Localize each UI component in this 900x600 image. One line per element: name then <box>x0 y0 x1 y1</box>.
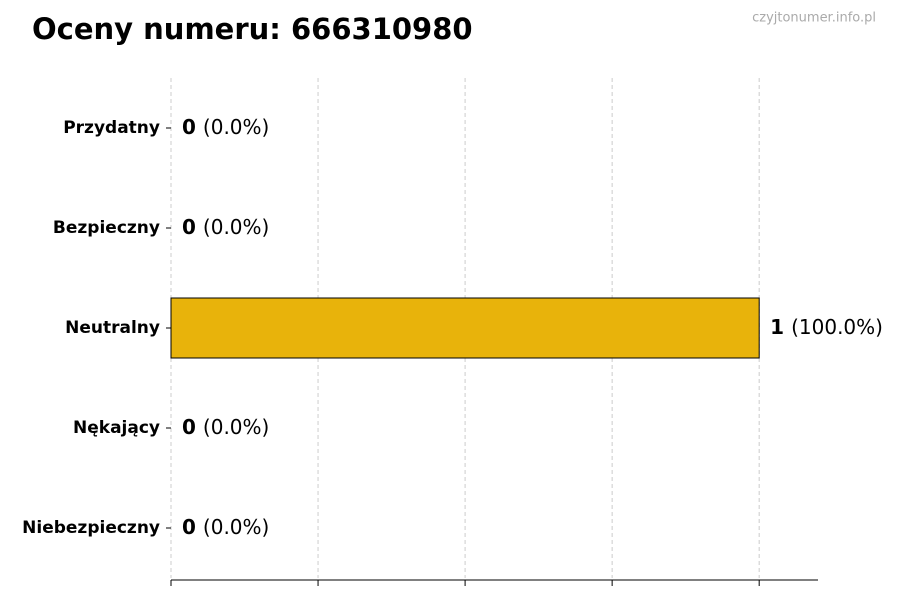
value-percent: (0.0%) <box>203 415 269 439</box>
y-tick-label: Niebezpieczny <box>22 518 160 538</box>
chart-title: Oceny numeru: 666310980 <box>32 12 473 46</box>
value-count: 1 <box>770 315 784 339</box>
value-label: 0 (0.0%) <box>182 115 269 139</box>
value-percent: (0.0%) <box>203 115 269 139</box>
value-count: 0 <box>182 115 196 139</box>
watermark: czyjtonumer.info.pl <box>752 11 876 26</box>
value-percent: (100.0%) <box>791 315 883 339</box>
y-tick-label: Bezpieczny <box>53 218 160 238</box>
bar <box>170 297 760 359</box>
value-percent: (0.0%) <box>203 215 269 239</box>
value-count: 0 <box>182 415 196 439</box>
value-label: 0 (0.0%) <box>182 515 269 539</box>
y-tick-label: Nękający <box>73 418 160 438</box>
y-tick-label: Neutralny <box>65 318 160 338</box>
value-label: 0 (0.0%) <box>182 215 269 239</box>
value-label: 0 (0.0%) <box>182 415 269 439</box>
value-percent: (0.0%) <box>203 515 269 539</box>
value-count: 0 <box>182 215 196 239</box>
y-tick-label: Przydatny <box>63 118 160 138</box>
value-label: 1 (100.0%) <box>770 315 883 339</box>
value-count: 0 <box>182 515 196 539</box>
